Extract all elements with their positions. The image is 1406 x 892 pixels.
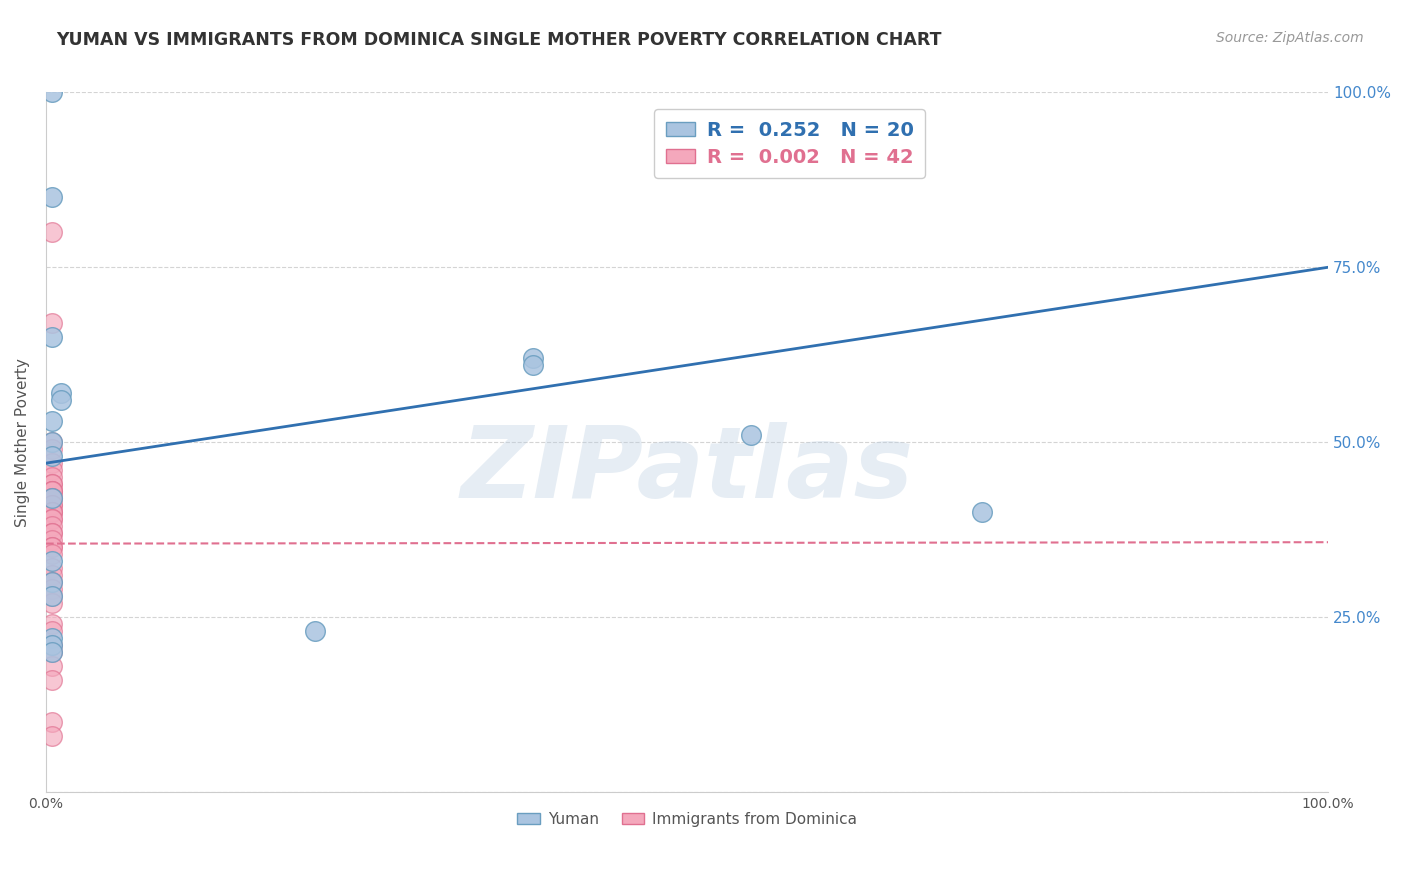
Point bbox=[41, 505, 63, 519]
Point bbox=[41, 526, 63, 541]
Point bbox=[41, 645, 63, 659]
Point bbox=[41, 330, 63, 344]
Point bbox=[41, 477, 63, 491]
Point bbox=[41, 491, 63, 505]
Point bbox=[41, 484, 63, 499]
Point bbox=[41, 519, 63, 533]
Point bbox=[41, 561, 63, 575]
Point bbox=[41, 512, 63, 526]
Point bbox=[41, 533, 63, 547]
Point bbox=[41, 554, 63, 568]
Point bbox=[41, 638, 63, 652]
Point bbox=[41, 316, 63, 330]
Point bbox=[41, 673, 63, 687]
Point bbox=[41, 624, 63, 638]
Point bbox=[970, 505, 993, 519]
Point bbox=[41, 589, 63, 603]
Point bbox=[41, 498, 63, 512]
Point bbox=[41, 477, 63, 491]
Point bbox=[41, 505, 63, 519]
Point bbox=[41, 659, 63, 673]
Point bbox=[41, 729, 63, 743]
Point bbox=[41, 540, 63, 554]
Point bbox=[41, 435, 63, 450]
Point bbox=[41, 575, 63, 590]
Point bbox=[41, 568, 63, 582]
Point bbox=[304, 624, 326, 638]
Point bbox=[41, 512, 63, 526]
Point bbox=[41, 470, 63, 484]
Point bbox=[51, 386, 73, 401]
Point bbox=[41, 491, 63, 505]
Point bbox=[51, 393, 73, 408]
Point bbox=[41, 645, 63, 659]
Y-axis label: Single Mother Poverty: Single Mother Poverty bbox=[15, 358, 30, 526]
Point bbox=[41, 540, 63, 554]
Text: ZIPatlas: ZIPatlas bbox=[461, 422, 914, 518]
Point bbox=[41, 449, 63, 463]
Point bbox=[41, 582, 63, 596]
Point bbox=[522, 351, 544, 366]
Point bbox=[522, 358, 544, 372]
Point bbox=[41, 575, 63, 590]
Point bbox=[41, 456, 63, 470]
Point bbox=[41, 547, 63, 561]
Point bbox=[41, 526, 63, 541]
Point bbox=[41, 190, 63, 204]
Point bbox=[41, 414, 63, 428]
Point bbox=[41, 484, 63, 499]
Point bbox=[41, 463, 63, 477]
Point bbox=[41, 498, 63, 512]
Point bbox=[41, 442, 63, 457]
Point bbox=[41, 86, 63, 100]
Point bbox=[41, 491, 63, 505]
Point bbox=[41, 617, 63, 632]
Point bbox=[41, 596, 63, 610]
Text: YUMAN VS IMMIGRANTS FROM DOMINICA SINGLE MOTHER POVERTY CORRELATION CHART: YUMAN VS IMMIGRANTS FROM DOMINICA SINGLE… bbox=[56, 31, 942, 49]
Point bbox=[41, 714, 63, 729]
Point bbox=[41, 225, 63, 239]
Point bbox=[41, 638, 63, 652]
Point bbox=[41, 505, 63, 519]
Point bbox=[41, 631, 63, 645]
Point bbox=[740, 428, 762, 442]
Point bbox=[41, 589, 63, 603]
Point bbox=[41, 435, 63, 450]
Point bbox=[41, 484, 63, 499]
Text: Source: ZipAtlas.com: Source: ZipAtlas.com bbox=[1216, 31, 1364, 45]
Legend: Yuman, Immigrants from Dominica: Yuman, Immigrants from Dominica bbox=[510, 806, 863, 833]
